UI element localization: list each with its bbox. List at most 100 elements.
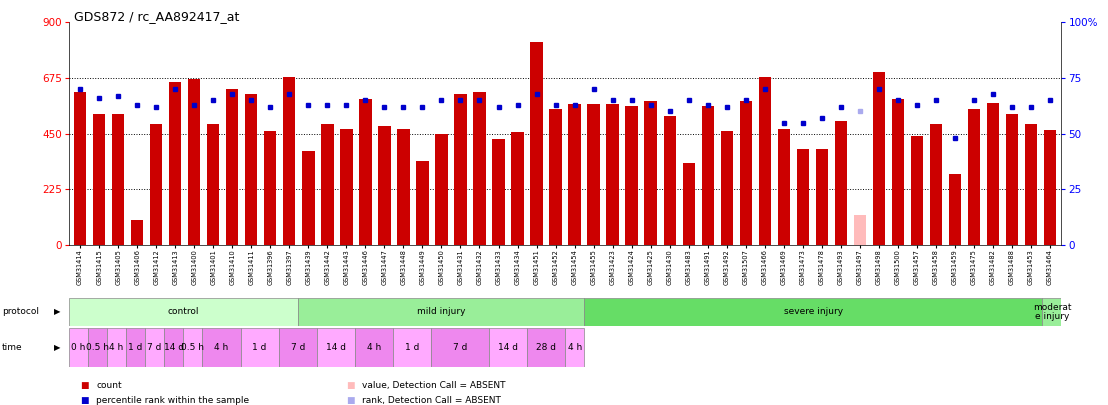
- Bar: [170, 82, 182, 245]
- Bar: [565, 328, 584, 367]
- Bar: [317, 328, 355, 367]
- Text: 4 h: 4 h: [567, 343, 582, 352]
- Bar: [948, 175, 961, 245]
- Bar: [739, 102, 752, 245]
- Text: ■: ■: [80, 381, 89, 390]
- Bar: [264, 131, 277, 245]
- Bar: [93, 114, 105, 245]
- Text: 4 h: 4 h: [367, 343, 381, 352]
- Text: 14 d: 14 d: [497, 343, 517, 352]
- Bar: [625, 107, 638, 245]
- Bar: [245, 94, 257, 245]
- Text: mild injury: mild injury: [417, 307, 465, 316]
- Text: GDS872 / rc_AA892417_at: GDS872 / rc_AA892417_at: [74, 10, 239, 23]
- Bar: [683, 163, 695, 245]
- Bar: [164, 328, 183, 367]
- Bar: [435, 134, 448, 245]
- Bar: [150, 124, 163, 245]
- Bar: [226, 89, 238, 245]
- Bar: [126, 328, 145, 367]
- Bar: [284, 77, 296, 245]
- Text: time: time: [2, 343, 23, 352]
- Bar: [203, 328, 240, 367]
- Bar: [815, 149, 828, 245]
- Bar: [74, 92, 86, 245]
- Bar: [1043, 298, 1061, 326]
- Bar: [834, 121, 847, 245]
- Bar: [340, 129, 352, 245]
- Bar: [454, 94, 466, 245]
- Text: percentile rank within the sample: percentile rank within the sample: [96, 396, 249, 405]
- Text: 0 h: 0 h: [71, 343, 85, 352]
- Text: protocol: protocol: [2, 307, 39, 316]
- Bar: [431, 328, 489, 367]
- Bar: [568, 104, 581, 245]
- Text: severe injury: severe injury: [783, 307, 843, 316]
- Text: ▶: ▶: [54, 307, 61, 316]
- Bar: [527, 328, 565, 367]
- Bar: [112, 114, 124, 245]
- Text: ▶: ▶: [54, 343, 61, 352]
- Bar: [489, 328, 527, 367]
- Text: ■: ■: [346, 396, 355, 405]
- Bar: [1025, 124, 1037, 245]
- Bar: [355, 328, 393, 367]
- Text: rank, Detection Call = ABSENT: rank, Detection Call = ABSENT: [362, 396, 501, 405]
- Text: count: count: [96, 381, 122, 390]
- Bar: [853, 215, 866, 245]
- Bar: [967, 109, 981, 245]
- Bar: [531, 42, 543, 245]
- Text: 4 h: 4 h: [110, 343, 124, 352]
- Bar: [873, 72, 885, 245]
- Bar: [930, 124, 942, 245]
- Bar: [492, 139, 505, 245]
- Text: value, Detection Call = ABSENT: value, Detection Call = ABSENT: [362, 381, 506, 390]
- Bar: [473, 92, 485, 245]
- Text: 1 d: 1 d: [253, 343, 267, 352]
- Bar: [797, 149, 809, 245]
- Bar: [298, 298, 584, 326]
- Bar: [664, 116, 676, 245]
- Bar: [393, 328, 431, 367]
- Text: control: control: [167, 307, 199, 316]
- Bar: [587, 104, 599, 245]
- Bar: [131, 220, 143, 245]
- Bar: [645, 102, 657, 245]
- Bar: [88, 328, 106, 367]
- Bar: [759, 77, 771, 245]
- Text: moderat
e injury: moderat e injury: [1033, 303, 1071, 321]
- Text: 0.5 h: 0.5 h: [182, 343, 204, 352]
- Text: 7 d: 7 d: [147, 343, 162, 352]
- Bar: [701, 107, 714, 245]
- Bar: [69, 328, 88, 367]
- Text: 14 d: 14 d: [164, 343, 184, 352]
- Text: 7 d: 7 d: [290, 343, 305, 352]
- Bar: [1044, 130, 1056, 245]
- Bar: [720, 131, 732, 245]
- Bar: [584, 298, 1043, 326]
- Text: ■: ■: [80, 396, 89, 405]
- Bar: [188, 79, 201, 245]
- Bar: [606, 104, 618, 245]
- Bar: [321, 124, 334, 245]
- Bar: [417, 161, 429, 245]
- Text: 0.5 h: 0.5 h: [85, 343, 109, 352]
- Text: 1 d: 1 d: [129, 343, 143, 352]
- Bar: [911, 136, 923, 245]
- Bar: [240, 328, 279, 367]
- Bar: [550, 109, 562, 245]
- Text: 28 d: 28 d: [536, 343, 556, 352]
- Bar: [892, 99, 904, 245]
- Text: 7 d: 7 d: [453, 343, 468, 352]
- Text: ■: ■: [346, 381, 355, 390]
- Bar: [183, 328, 203, 367]
- Bar: [359, 99, 371, 245]
- Bar: [1006, 114, 1018, 245]
- Bar: [279, 328, 317, 367]
- Bar: [987, 103, 999, 245]
- Bar: [378, 126, 391, 245]
- Text: 1 d: 1 d: [406, 343, 420, 352]
- Bar: [398, 129, 410, 245]
- Bar: [207, 124, 219, 245]
- Bar: [106, 328, 126, 367]
